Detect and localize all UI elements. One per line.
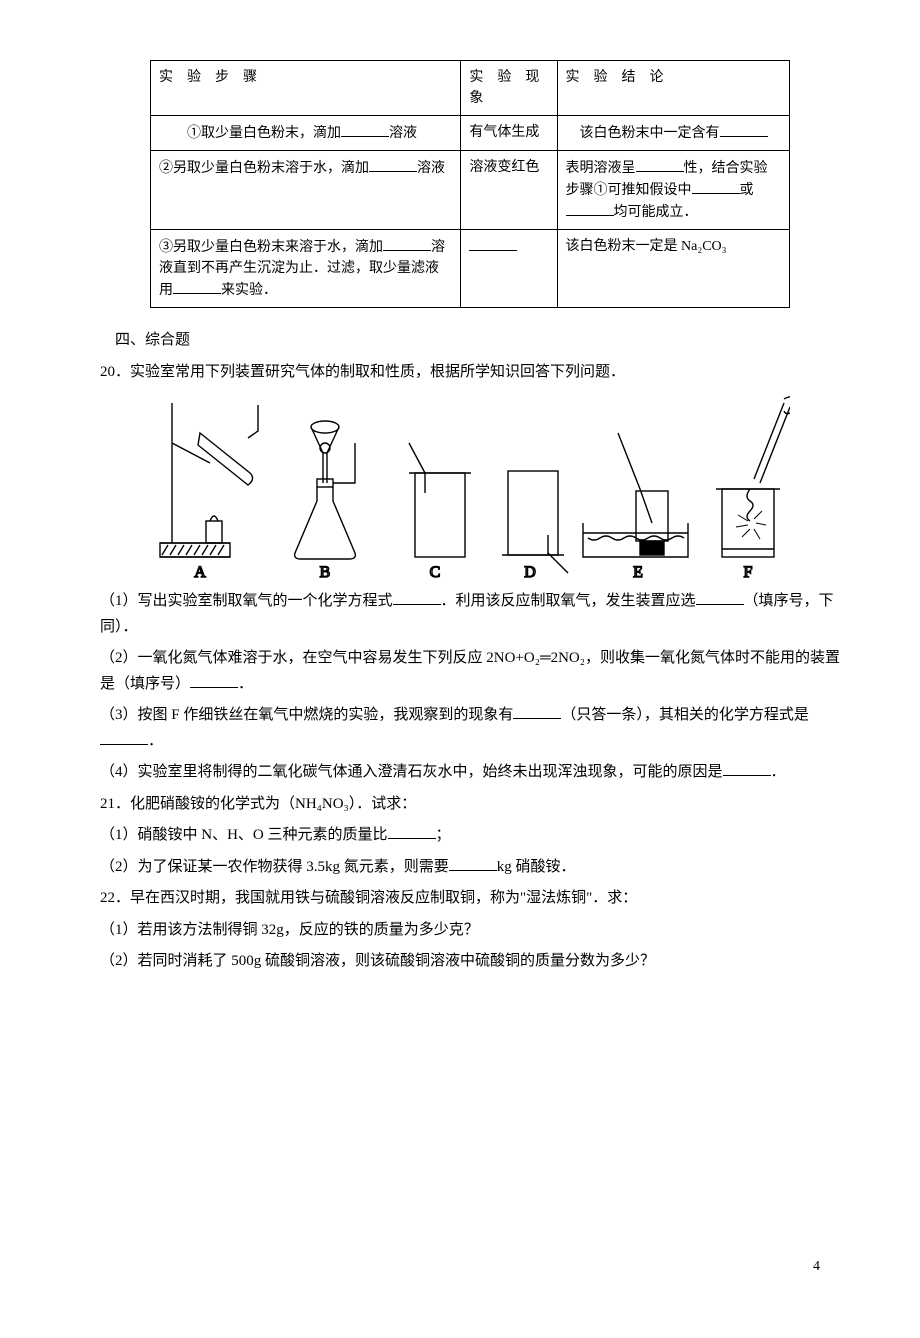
- apparatus-f-icon: [716, 397, 790, 557]
- r1c1-pre: ①取少量白色粉末，滴加: [159, 126, 341, 141]
- blank: [383, 236, 431, 251]
- r2c3-a: 表明溶液呈: [566, 161, 636, 176]
- blank: [720, 122, 768, 137]
- r2c1-mid: 溶液: [417, 161, 445, 176]
- q20p3c: ．: [148, 733, 163, 749]
- blank: [341, 122, 389, 137]
- apparatus-diagram: A B C: [100, 393, 840, 583]
- r2-conc: 表明溶液呈性，结合实验步骤①可推知假设中或均可能成立．: [557, 151, 789, 230]
- experiment-table: 实 验 步 骤 实 验 现 象 实 验 结 论 ①取少量白色粉末，滴加溶液 有气…: [150, 60, 790, 308]
- r3c1-a: ③另取少量白色粉末来溶于水，滴加: [159, 240, 383, 255]
- th-step: 实 验 步 骤: [151, 61, 461, 116]
- r1-phen: 有气体生成: [461, 116, 557, 151]
- q20-p2: （2）一氧化氮气体难溶于水，在空气中容易发生下列反应 2NO+O₂═2NO₂，则…: [100, 646, 840, 697]
- r2c3-c: 或: [740, 183, 754, 198]
- q22-p2: （2）若同时消耗了 500g 硫酸铜溶液，则该硫酸铜溶液中硫酸铜的质量分数为多少…: [100, 949, 840, 975]
- q20p1b: ．利用该反应制取氧气，发生装置应选: [441, 593, 696, 609]
- q20p4a: （4）实验室里将制得的二氧化碳气体通入澄清石灰水中，始终未出现浑浊现象，可能的原…: [100, 764, 723, 780]
- blank: [449, 855, 497, 871]
- label-f: F: [744, 564, 753, 581]
- apparatus-e-icon: [583, 433, 688, 557]
- blank: [173, 279, 221, 294]
- r2c1-pre: ②另取少量白色粉末溶于水，滴加: [159, 161, 369, 176]
- blank: [100, 729, 148, 745]
- q21-p2: （2）为了保证某一农作物获得 3.5kg 氮元素，则需要 kg 硝酸铵．: [100, 855, 840, 881]
- r3-phen: [461, 230, 557, 308]
- section4-head: 四、综合题: [100, 328, 840, 354]
- q21-stem: 21．化肥硝酸铵的化学式为（NH₄NO₃）．试求：: [100, 792, 840, 818]
- r1-conc: 该白色粉末中一定含有: [557, 116, 789, 151]
- q22-p1: （1）若用该方法制得铜 32g，反应的铁的质量为多少克？: [100, 918, 840, 944]
- blank: [369, 157, 417, 172]
- q22-stem: 22．早在西汉时期，我国就用铁与硫酸铜溶液反应制取铜，称为"湿法炼铜"．求：: [100, 886, 840, 912]
- page-number: 4: [100, 1255, 840, 1279]
- label-e: E: [633, 564, 643, 581]
- r3-step: ③另取少量白色粉末来溶于水，滴加溶液直到不再产生沉淀为止．过滤，取少量滤液用来实…: [151, 230, 461, 308]
- label-b: B: [320, 564, 331, 581]
- q20-stem: 20．实验室常用下列装置研究气体的制取和性质，根据所学知识回答下列问题．: [100, 360, 840, 386]
- q21-p1: （1）硝酸铵中 N、H、O 三种元素的质量比 ；: [100, 823, 840, 849]
- blank: [190, 672, 238, 688]
- blank: [692, 179, 740, 194]
- r2-phen: 溶液变红色: [461, 151, 557, 230]
- r2c3-d: 均可能成立．: [614, 205, 698, 220]
- th-conc: 实 验 结 论: [557, 61, 789, 116]
- label-d: D: [524, 564, 536, 581]
- q21p2a: （2）为了保证某一农作物获得 3.5kg 氮元素，则需要: [100, 859, 449, 875]
- q20-p3: （3）按图 F 作细铁丝在氧气中燃烧的实验，我观察到的现象有 （只答一条），其相关…: [100, 703, 840, 754]
- q21p1b: ；: [436, 827, 451, 843]
- q20p3b: （只答一条），其相关的化学方程式是: [561, 707, 809, 723]
- label-a: A: [194, 564, 206, 581]
- r3-conc: 该白色粉末一定是 Na₂CO₃: [557, 230, 789, 308]
- r3c1-c: 来实验．: [221, 283, 277, 298]
- q20p2b: ．: [238, 676, 253, 692]
- th-phen: 实 验 现 象: [461, 61, 557, 116]
- r1c3-pre: 该白色粉末中一定含有: [566, 126, 720, 141]
- blank: [393, 589, 441, 605]
- apparatus-c-icon: [409, 443, 471, 557]
- q20-p1: （1）写出实验室制取氧气的一个化学方程式．利用该反应制取氧气，发生装置应选（填序…: [100, 589, 840, 640]
- blank: [636, 157, 684, 172]
- r2-step: ②另取少量白色粉末溶于水，滴加 溶液: [151, 151, 461, 230]
- r1c1-post: 溶液: [389, 126, 417, 141]
- r1-step: ①取少量白色粉末，滴加 溶液: [151, 116, 461, 151]
- q20p3a: （3）按图 F 作细铁丝在氧气中燃烧的实验，我观察到的现象有: [100, 707, 513, 723]
- blank: [513, 703, 561, 719]
- blank: [723, 760, 771, 776]
- blank: [469, 236, 517, 251]
- label-c: C: [430, 564, 441, 581]
- blank: [566, 201, 614, 216]
- blank: [388, 823, 436, 839]
- blank: [696, 589, 744, 605]
- q20p4b: ．: [771, 764, 786, 780]
- q20p1a: （1）写出实验室制取氧气的一个化学方程式: [100, 593, 393, 609]
- apparatus-a-icon: [160, 403, 258, 557]
- q21p2b: kg 硝酸铵．: [497, 859, 576, 875]
- q20-p4: （4）实验室里将制得的二氧化碳气体通入澄清石灰水中，始终未出现浑浊现象，可能的原…: [100, 760, 840, 786]
- q21p1a: （1）硝酸铵中 N、H、O 三种元素的质量比: [100, 827, 388, 843]
- apparatus-b-icon: [295, 421, 356, 559]
